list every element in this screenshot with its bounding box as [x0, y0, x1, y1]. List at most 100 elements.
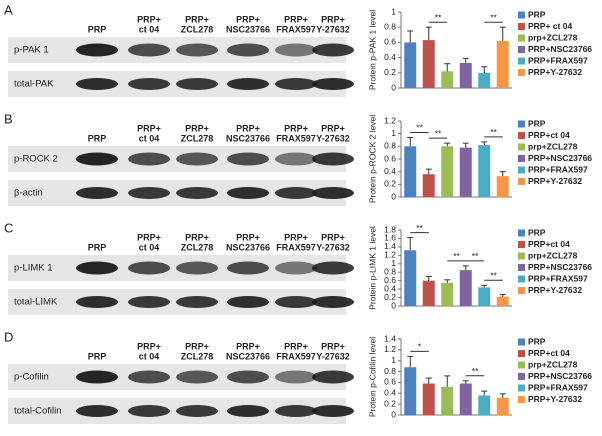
legend-swatch	[518, 350, 525, 357]
lane-label: FRAX597	[276, 351, 316, 361]
legend-swatch	[518, 143, 525, 151]
legend-swatch	[518, 23, 525, 30]
y-tick-label: 0	[391, 409, 396, 419]
blot-band	[76, 405, 118, 417]
lane-label: Y-27632	[316, 133, 350, 143]
blot-band	[128, 370, 170, 384]
legend-label: prp+ZCL278	[528, 359, 578, 369]
lane-label: PRP+	[185, 123, 209, 133]
y-tick-label: 0	[391, 82, 396, 92]
legend-swatch	[518, 373, 525, 380]
lane-label: PRP+	[236, 123, 260, 133]
bar	[478, 287, 491, 306]
legend-label: PRP	[528, 227, 546, 237]
y-tick-label: 1	[391, 6, 396, 16]
lane-label: PRP+	[284, 232, 308, 242]
row-label: p-ROCK 2	[14, 154, 58, 165]
legend-label: PRP+NSC23766	[528, 262, 592, 272]
lane-label: PRP+	[236, 232, 260, 242]
blot-band	[128, 78, 170, 90]
bar	[404, 367, 417, 415]
bar	[441, 71, 454, 88]
blot-band	[227, 296, 269, 308]
blot-band	[275, 78, 317, 90]
blot-band	[275, 370, 317, 384]
lane-label: Y-27632	[316, 351, 350, 361]
lane-label: PRP	[88, 242, 107, 252]
lane-label: PRP+	[137, 123, 161, 133]
bar	[459, 383, 472, 415]
y-tick-label: 0.6	[384, 153, 396, 163]
legend-swatch	[518, 229, 525, 237]
y-tick-label: 0.6	[384, 37, 396, 47]
blot-band	[312, 296, 354, 308]
bar	[441, 386, 454, 415]
legend-label: PRP+FRAX597	[528, 273, 588, 283]
legend-label: PRP+Y-27632	[528, 67, 582, 77]
blot-band	[76, 187, 118, 199]
blot-band	[176, 78, 218, 90]
bar	[422, 40, 435, 88]
blot-band	[128, 261, 170, 275]
legend-swatch	[518, 275, 525, 283]
legend-label: PRP+FRAX597	[528, 164, 588, 174]
blot-band	[76, 43, 118, 57]
y-tick-label: 0.4	[384, 388, 396, 398]
legend-label: PRP	[528, 336, 546, 346]
blot-band	[227, 43, 269, 57]
legend-label: PRP+ ct 04	[528, 21, 572, 31]
legend-swatch	[518, 241, 525, 248]
legend-swatch	[518, 252, 525, 260]
lane-label: PRP+	[236, 341, 260, 351]
blot-band	[275, 152, 317, 166]
lane-label: PRP+	[236, 14, 260, 24]
blot-band	[312, 152, 354, 166]
y-tick-label: 1	[391, 355, 396, 365]
lane-label: PRP+	[321, 232, 345, 242]
y-tick-label: 0	[391, 300, 396, 310]
legend-swatch	[518, 57, 525, 65]
bar	[459, 147, 472, 197]
blot-band	[275, 43, 317, 57]
legend-swatch	[518, 34, 525, 42]
blot-band	[227, 187, 269, 199]
lane-label: PRP+	[284, 14, 308, 24]
y-axis-label: Protein p-PAK 1 level	[367, 10, 377, 90]
y-axis-label: Protein p-ROCK 2 level	[367, 115, 377, 203]
lane-label: ZCL278	[181, 351, 214, 361]
y-tick-label: 1.6	[384, 233, 396, 243]
y-tick-label: 0.8	[384, 141, 396, 151]
legend-swatch	[518, 361, 525, 369]
lane-label: Y-27632	[316, 242, 350, 252]
bar	[404, 250, 417, 306]
lane-label: PRP+	[284, 123, 308, 133]
legend-label: PRP	[528, 118, 546, 128]
bar	[496, 176, 509, 197]
y-tick-label: 1.4	[384, 333, 396, 343]
blot-band	[312, 43, 354, 57]
blot-band	[76, 152, 118, 166]
y-tick-label: 1.2	[384, 344, 396, 354]
blot-band	[312, 405, 354, 417]
lane-label: PRP+	[137, 232, 161, 242]
sig-label: **	[453, 251, 460, 261]
bar	[496, 40, 509, 88]
bar	[496, 296, 509, 306]
y-tick-label: 0.8	[384, 366, 396, 376]
bar	[459, 270, 472, 306]
legend-label: PRP+NSC23766	[528, 44, 592, 54]
legend-label: PRP+NSC23766	[528, 153, 592, 163]
y-tick-label: 0.2	[384, 398, 396, 408]
legend-swatch	[518, 338, 525, 346]
legend-label: PRP+ct 04	[528, 239, 570, 249]
lane-label: PRP+	[321, 14, 345, 24]
lane-label: ZCL278	[181, 24, 214, 34]
sig-label: **	[416, 123, 423, 133]
bar	[404, 146, 417, 197]
bar	[441, 282, 454, 306]
legend-label: PRP+ct 04	[528, 348, 570, 358]
legend-label: PRP+FRAX597	[528, 382, 588, 392]
blot-band	[176, 405, 218, 417]
blot-band	[128, 43, 170, 57]
sig-label: **	[490, 12, 497, 22]
